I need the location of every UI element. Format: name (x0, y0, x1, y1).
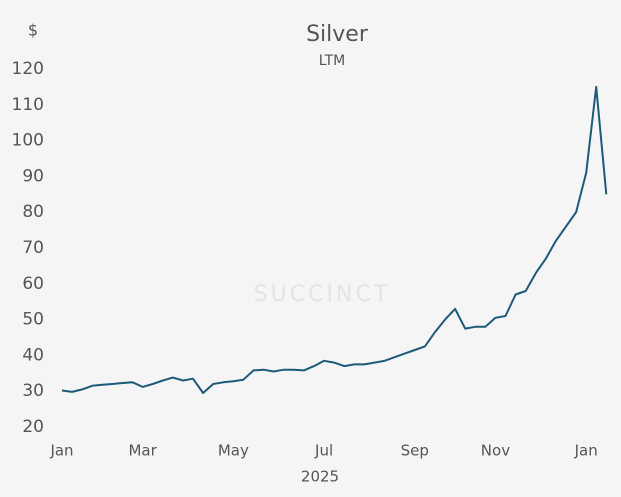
y-tick-label: 70 (22, 238, 44, 258)
x-tick-label: Jan (49, 442, 73, 460)
y-tick-label: 60 (22, 274, 44, 294)
x-tick-label: Jan (574, 442, 598, 460)
x-tick-label: May (218, 442, 249, 460)
x-tick-label: Mar (128, 442, 157, 460)
y-tick-label: 40 (22, 345, 44, 365)
y-tick-label: 120 (12, 59, 44, 79)
y-axis-label: $ (28, 21, 38, 40)
watermark: SUCCINCT (254, 282, 391, 307)
x-tick-label: Nov (481, 442, 510, 460)
y-tick-label: 100 (12, 131, 44, 151)
x-tick-label: Sep (401, 442, 429, 460)
y-tick-label: 50 (22, 310, 44, 330)
y-tick-label: 90 (22, 166, 44, 186)
y-tick-label: 20 (22, 417, 44, 437)
chart-subtitle: LTM (319, 53, 346, 69)
line (61, 85, 608, 394)
chart-title: Silver (306, 22, 369, 47)
x-axis-label: 2025 (301, 468, 339, 486)
y-tick-label: 80 (22, 202, 44, 222)
y-tick-label: 30 (22, 381, 44, 401)
y-tick-label: 110 (12, 95, 44, 115)
x-tick-label: Jul (314, 442, 333, 460)
